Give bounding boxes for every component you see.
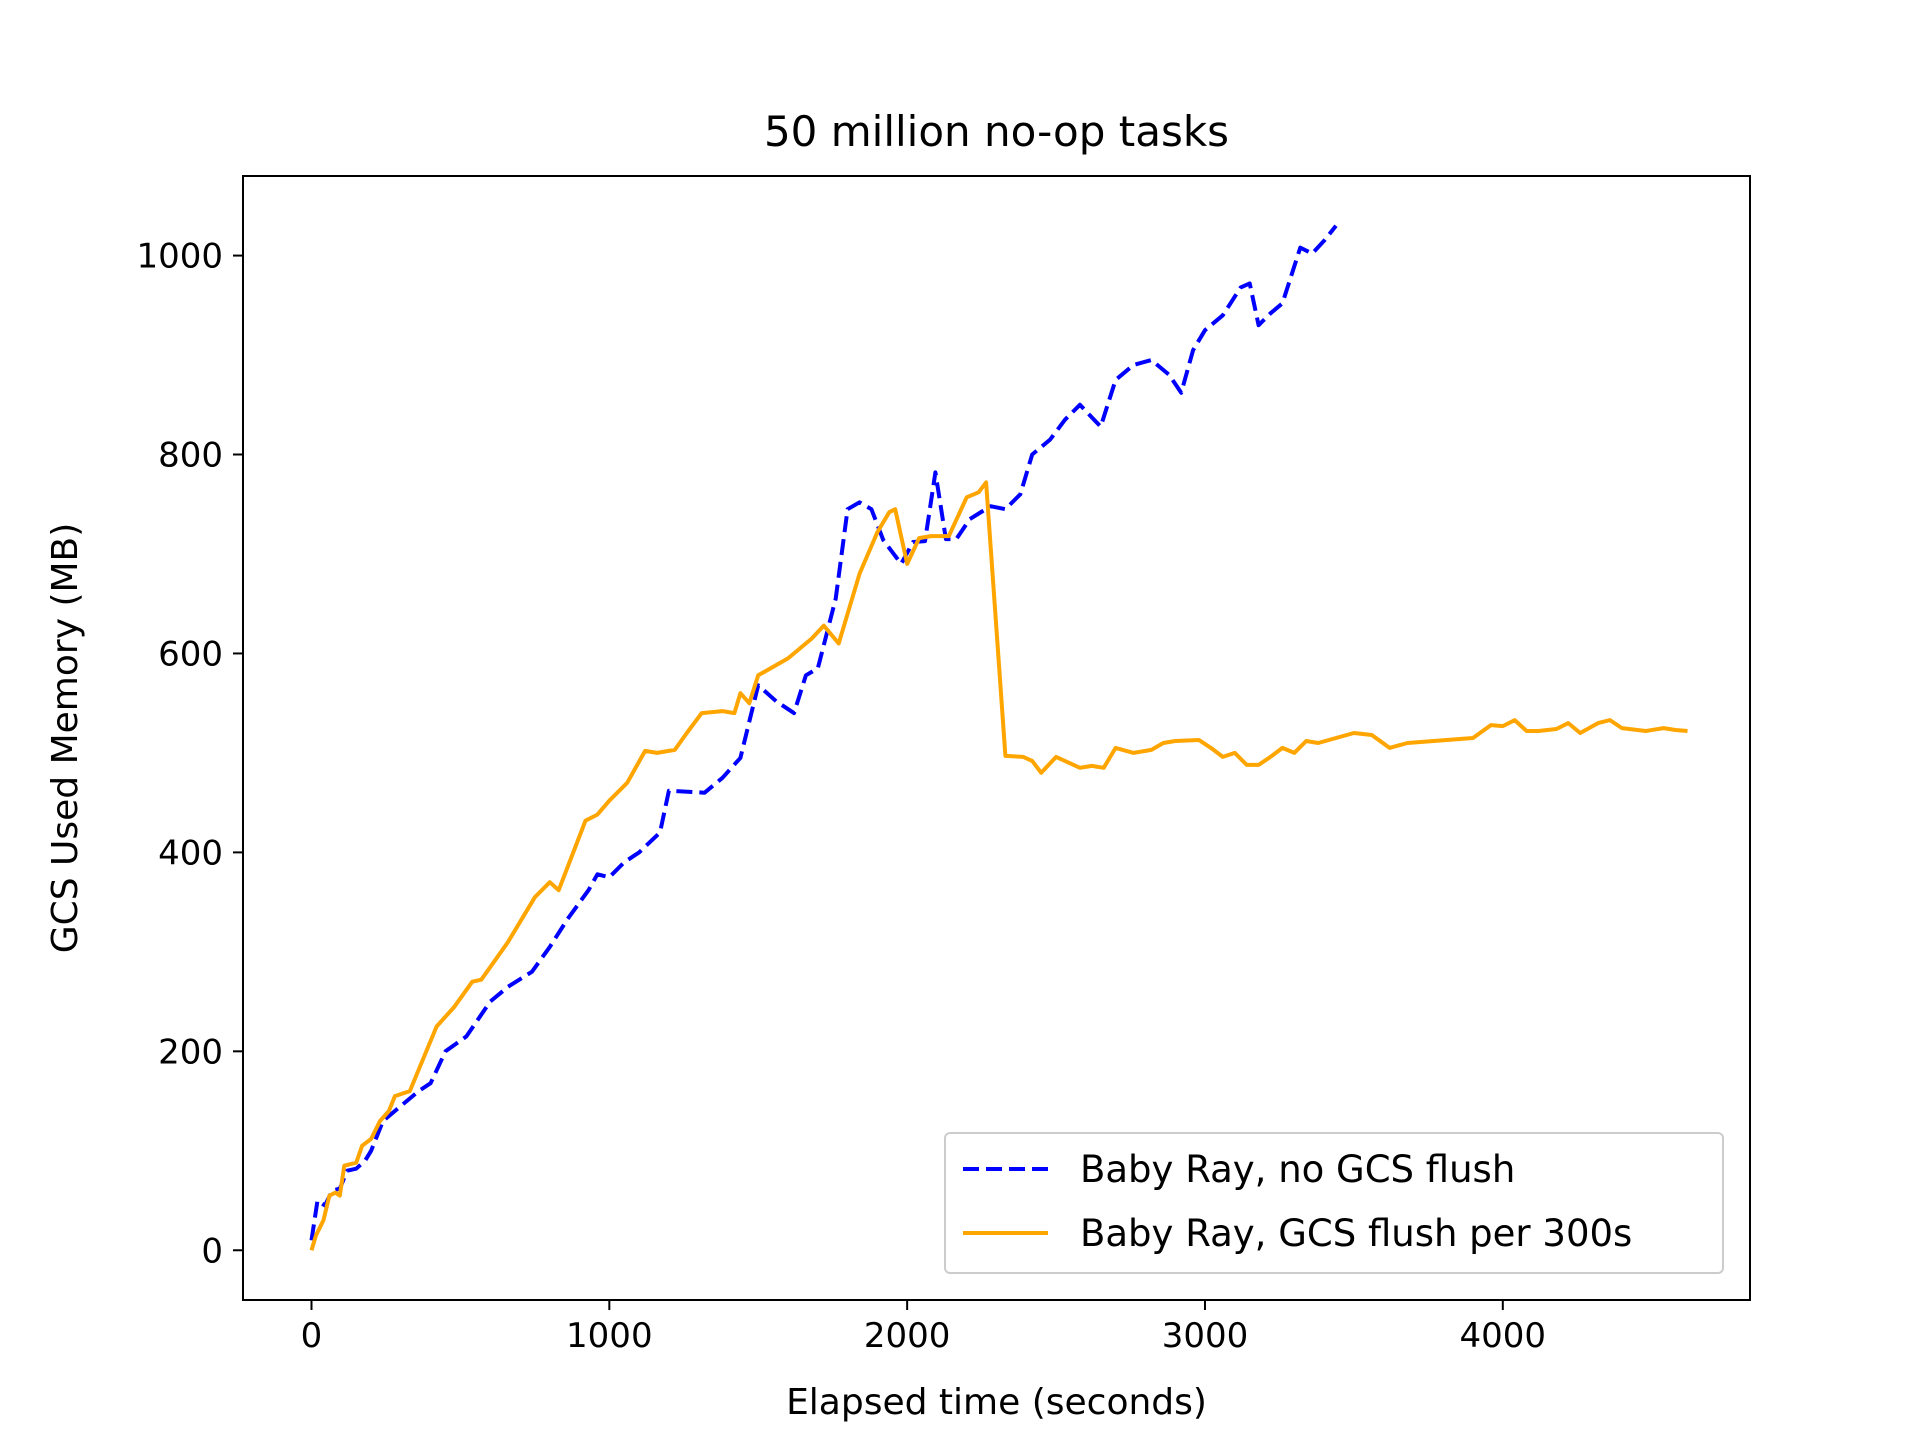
legend-box	[944, 1132, 1724, 1274]
x-tick-label: 3000	[1162, 1316, 1249, 1356]
x-tick-label: 0	[301, 1316, 323, 1356]
x-axis: 0 1000 2000 3000 4000	[301, 1300, 1546, 1356]
series-line-no-flush	[309, 224, 1338, 1241]
legend-label-no-flush: Baby Ray, no GCS flush	[1080, 1148, 1515, 1191]
y-tick-label: 200	[158, 1032, 223, 1072]
legend-label-flush-300s: Baby Ray, GCS flush per 300s	[1080, 1212, 1632, 1255]
x-axis-label: Elapsed time (seconds)	[786, 1382, 1207, 1423]
chart-title: 50 million no-op tasks	[764, 107, 1229, 156]
y-tick-label: 1000	[136, 237, 223, 277]
x-tick-label: 2000	[864, 1316, 951, 1356]
series-line-flush-300s	[309, 480, 1688, 1251]
plot-frame	[242, 175, 1751, 1301]
y-axis: 0 200 400 600 800 1000	[136, 237, 243, 1271]
legend: Baby Ray, no GCS flush Baby Ray, GCS flu…	[944, 1132, 1724, 1274]
series-layer	[309, 224, 1688, 1251]
y-tick-label: 0	[201, 1231, 223, 1271]
y-tick-label: 800	[158, 436, 223, 476]
x-tick-label: 1000	[566, 1316, 653, 1356]
x-tick-label: 4000	[1460, 1316, 1547, 1356]
y-tick-label: 400	[158, 833, 223, 873]
y-tick-label: 600	[158, 634, 223, 674]
y-axis-label: GCS Used Memory (MB)	[45, 523, 86, 954]
